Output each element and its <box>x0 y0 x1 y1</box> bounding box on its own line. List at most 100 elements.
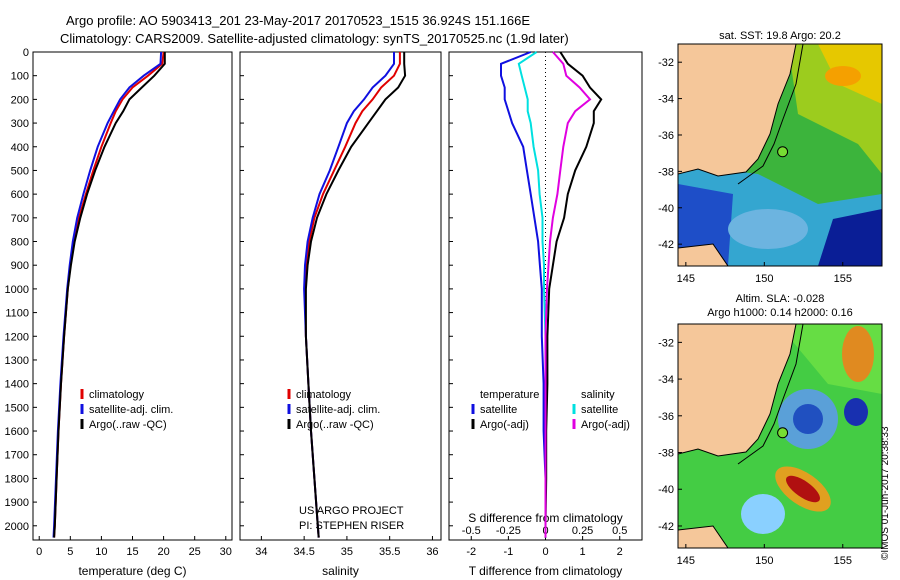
sst-cold-west <box>678 184 733 266</box>
y-tick-label: 1500 <box>5 402 29 414</box>
map-y-tick-label: -42 <box>658 239 674 251</box>
y-tick-label: 1000 <box>5 284 29 296</box>
legend-title: temperature <box>480 389 539 401</box>
plot-frame <box>239 51 442 541</box>
x-tick-label: 0 <box>542 546 548 558</box>
y-tick-label: 800 <box>11 237 29 249</box>
y-tick-label: 700 <box>11 213 29 225</box>
map-frame <box>677 323 883 549</box>
sla-low-east <box>844 398 868 426</box>
x-tick-label: 2 <box>617 546 623 558</box>
map-y-tick-label: -40 <box>658 484 674 496</box>
x-tick-label: 36 <box>426 546 438 558</box>
legend-label: Argo(..raw -QC) <box>89 419 167 431</box>
sla-map: 145 150 155 -32 -34 -36 -38 -40 -42 Altim. SLA: -… <box>658 293 883 567</box>
x-tick-label: 35 <box>341 546 353 558</box>
legend-label: climatology <box>296 389 352 401</box>
series-line-red <box>53 51 165 538</box>
y-tick-label: 0 <box>23 47 29 59</box>
map-y-tick-label: -38 <box>658 448 674 460</box>
x-tick-label: 20 <box>157 546 169 558</box>
figure-title-line1: Argo profile: AO 5903413_201 23-May-2017… <box>66 13 531 28</box>
x-tick-label: -1 <box>503 546 513 558</box>
map-x-tick-label: 145 <box>677 273 695 285</box>
map-title-line2: Argo h1000: 0.14 h2000: 0.16 <box>707 307 853 319</box>
annotation-pi: PI: STEPHEN RISER <box>299 520 404 532</box>
x-tick-label: 34.5 <box>293 546 314 558</box>
land-tasmania <box>678 525 729 548</box>
x-tick-label: 35.5 <box>379 546 400 558</box>
map-title: sat. SST: 19.8 Argo: 20.2 <box>719 30 841 42</box>
series-line-blue <box>500 51 547 538</box>
argo-marker <box>777 146 789 158</box>
map-field <box>678 324 882 548</box>
map-title-line1: Altim. SLA: -0.028 <box>736 293 825 305</box>
sla-low-south <box>741 494 785 534</box>
y-tick-label: 600 <box>11 189 29 201</box>
figure-title-line2: Climatology: CARS2009. Satellite-adjuste… <box>60 31 569 46</box>
y-tick-label: 1600 <box>5 426 29 438</box>
temperature-profile: 0 5 10 15 20 25 300100200300400500600700800900… <box>5 47 233 578</box>
y-tick-label: 100 <box>11 71 29 83</box>
land-mainland <box>678 44 797 177</box>
x-tick-label: 25 <box>189 546 201 558</box>
y-tick-label: 1200 <box>5 331 29 343</box>
x-tick-label: 15 <box>126 546 138 558</box>
y-tick-label: 1300 <box>5 355 29 367</box>
sst-map: 145 150 155 -32 -34 -36 -38 -40 -42 sat. SST: 19.… <box>658 30 883 285</box>
map-y-tick-label: -34 <box>658 94 674 106</box>
map-x-tick-label: 155 <box>834 273 852 285</box>
series-line-blue <box>303 52 395 538</box>
sst-hotspot <box>825 66 861 86</box>
x-axis-label: temperature (deg C) <box>78 564 186 578</box>
legend-label: Argo(..raw -QC) <box>296 419 374 431</box>
difference-profile: -2 -1 0 1 2 T difference from climatology -0.5… <box>448 51 643 578</box>
s-tick-label: 0.5 <box>612 525 627 537</box>
series-line-red <box>303 52 401 538</box>
salinity-profile: 34 34.5 35 35.5 36 salinity climatology satelli… <box>239 51 442 578</box>
y-tick-label: 400 <box>11 142 29 154</box>
y-tick-label: 200 <box>11 94 29 106</box>
x-tick-label: -2 <box>466 546 476 558</box>
legend-label: satellite <box>581 404 618 416</box>
map-x-tick-label: 150 <box>755 555 773 567</box>
legend-label: Argo(-adj) <box>581 419 630 431</box>
map-x-tick-label: 150 <box>755 273 773 285</box>
sla-high-core <box>785 475 821 503</box>
x-axis-label: salinity <box>322 564 359 578</box>
map-y-tick-label: -42 <box>658 521 674 533</box>
series-line-black <box>53 52 166 538</box>
y-tick-label: 1400 <box>5 379 29 391</box>
series-line-blue <box>52 51 163 538</box>
map-x-tick-label: 155 <box>834 555 852 567</box>
map-frame <box>677 43 883 267</box>
x-tick-label: 5 <box>67 546 73 558</box>
map-y-tick-label: -34 <box>658 374 674 386</box>
y-tick-label: 1700 <box>5 450 29 462</box>
legend-title: salinity <box>581 389 615 401</box>
shelf-contour <box>737 324 804 465</box>
y-tick-label: 900 <box>11 260 29 272</box>
sla-low-core <box>793 404 823 434</box>
land-tasmania <box>678 243 729 266</box>
x-tick-label: 10 <box>95 546 107 558</box>
x-tick-label: 1 <box>580 546 586 558</box>
s-tick-label: -0.5 <box>462 525 481 537</box>
argo-marker <box>777 427 789 439</box>
sst-mid <box>728 209 808 249</box>
y-tick-label: 300 <box>11 118 29 130</box>
y-tick-label: 2000 <box>5 521 29 533</box>
x-tick-label: 34 <box>255 546 267 558</box>
legend-label: climatology <box>89 389 145 401</box>
sla-high-north <box>842 326 874 382</box>
x-tick-label: 0 <box>36 546 42 558</box>
legend-label: satellite <box>480 404 517 416</box>
y-tick-label: 500 <box>11 165 29 177</box>
sst-cold-southeast <box>818 209 882 266</box>
legend-label: satellite-adj. clim. <box>89 404 173 416</box>
y-tick-label: 1800 <box>5 473 29 485</box>
s-tick-label: 0.25 <box>572 525 593 537</box>
y-tick-label: 1100 <box>5 308 29 320</box>
land-mainland <box>678 324 797 457</box>
